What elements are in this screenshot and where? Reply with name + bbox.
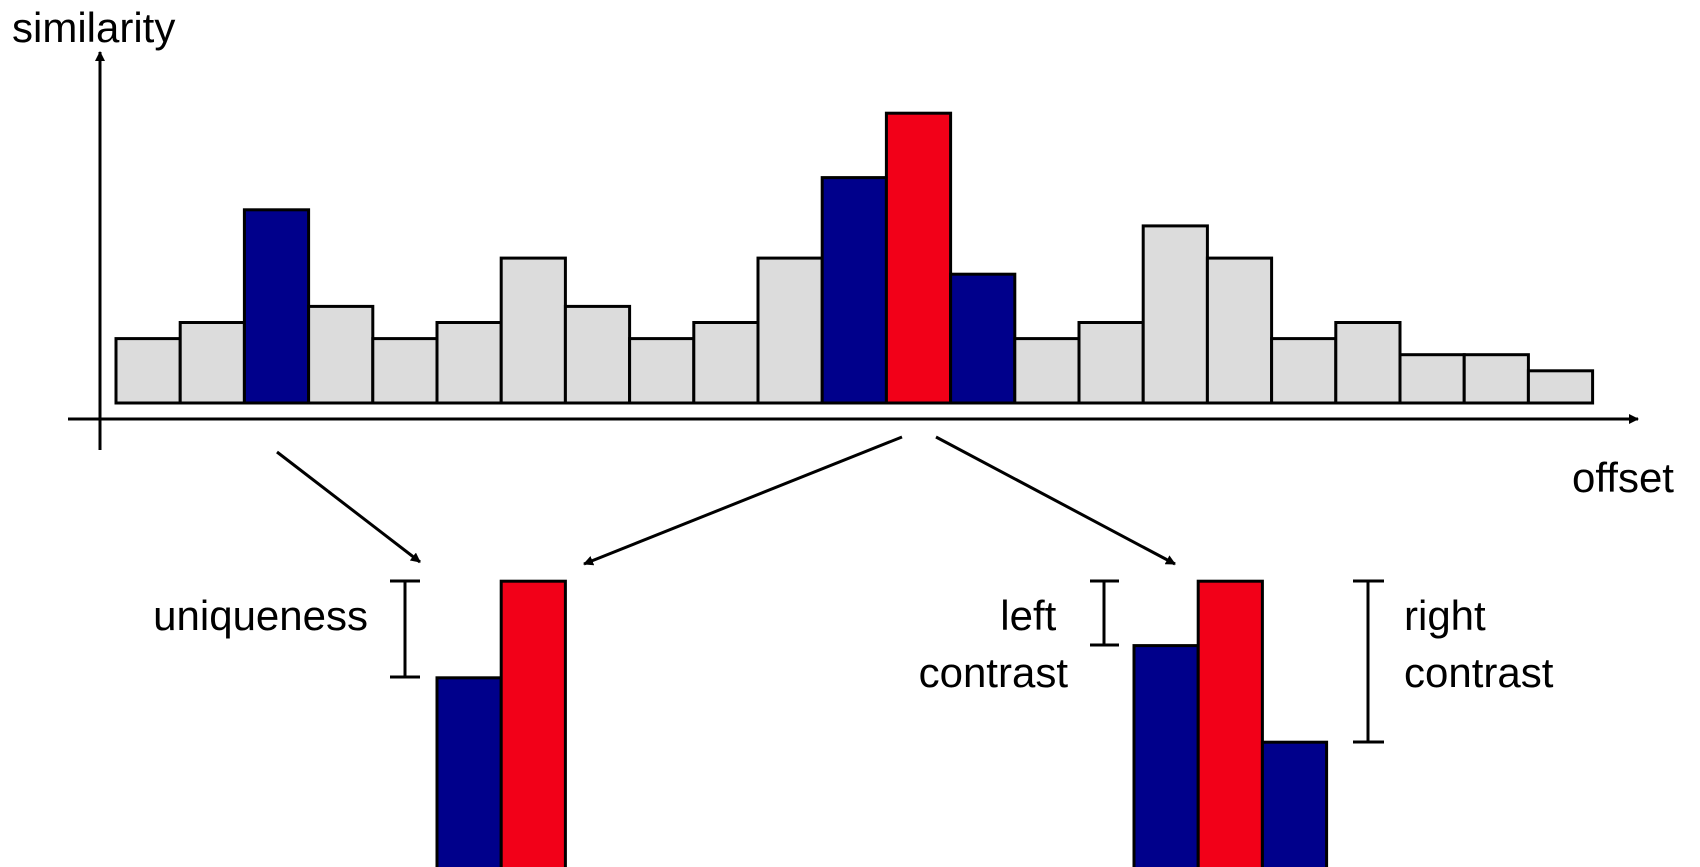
arrow-to-uniqueness-2	[583, 435, 903, 566]
right-contrast-bracket	[1353, 579, 1384, 744]
bar-neutral-17	[1141, 224, 1209, 405]
x-axis-label: offset	[1572, 454, 1674, 501]
uniqueness-label: uniqueness	[153, 592, 368, 639]
bar-neutral-7	[499, 256, 567, 405]
uniqueness-bar-peak-2	[499, 579, 567, 867]
bar-neutral-2	[178, 321, 246, 405]
bar-neutral-5	[371, 337, 439, 405]
arrow-to-uniqueness-1	[276, 450, 421, 564]
bar-neutral-10	[692, 321, 760, 405]
bar-neutral-23	[1526, 369, 1595, 405]
bar-neutral-8	[563, 304, 632, 405]
bar-neutral-21	[1398, 353, 1466, 405]
bar-peak-13	[884, 111, 953, 405]
bar-neutral-22	[1462, 353, 1530, 405]
bar-neutral-4	[307, 304, 375, 405]
bar-neighbor-3	[242, 208, 311, 405]
right-contrast-line-1: right	[1404, 592, 1486, 639]
left-contrast-line-1: left	[1000, 592, 1056, 639]
contrast-bar-neighbor-1	[1132, 644, 1200, 867]
bar-neutral-19	[1270, 337, 1338, 405]
uniqueness-bar-neighbor-1	[435, 676, 503, 867]
right-contrast-line-2: contrast	[1404, 649, 1554, 696]
right-contrast-label: right contrast	[1404, 592, 1554, 696]
left-contrast-label: left contrast	[919, 592, 1069, 696]
arrow-to-contrast	[935, 435, 1176, 566]
main-histogram	[114, 111, 1595, 405]
contrast-bar-neighbor-3	[1260, 740, 1329, 867]
bar-neutral-20	[1334, 321, 1402, 405]
bar-neutral-15	[1013, 337, 1081, 405]
left-contrast-line-2: contrast	[919, 649, 1069, 696]
uniqueness-bracket	[390, 579, 420, 679]
contrast-bar-peak-2	[1196, 579, 1264, 867]
bar-neutral-1	[114, 337, 182, 405]
bar-neutral-18	[1205, 256, 1274, 405]
bar-neutral-16	[1077, 321, 1145, 405]
y-axis-label: similarity	[12, 4, 175, 51]
bar-neutral-6	[435, 321, 503, 405]
bar-neutral-11	[756, 256, 824, 405]
contrast-detail	[1132, 579, 1329, 867]
uniqueness-detail	[435, 579, 567, 867]
bar-neutral-9	[628, 337, 696, 405]
left-contrast-bracket	[1090, 579, 1119, 647]
bar-neighbor-14	[949, 272, 1017, 405]
bar-neighbor-12	[820, 176, 888, 405]
